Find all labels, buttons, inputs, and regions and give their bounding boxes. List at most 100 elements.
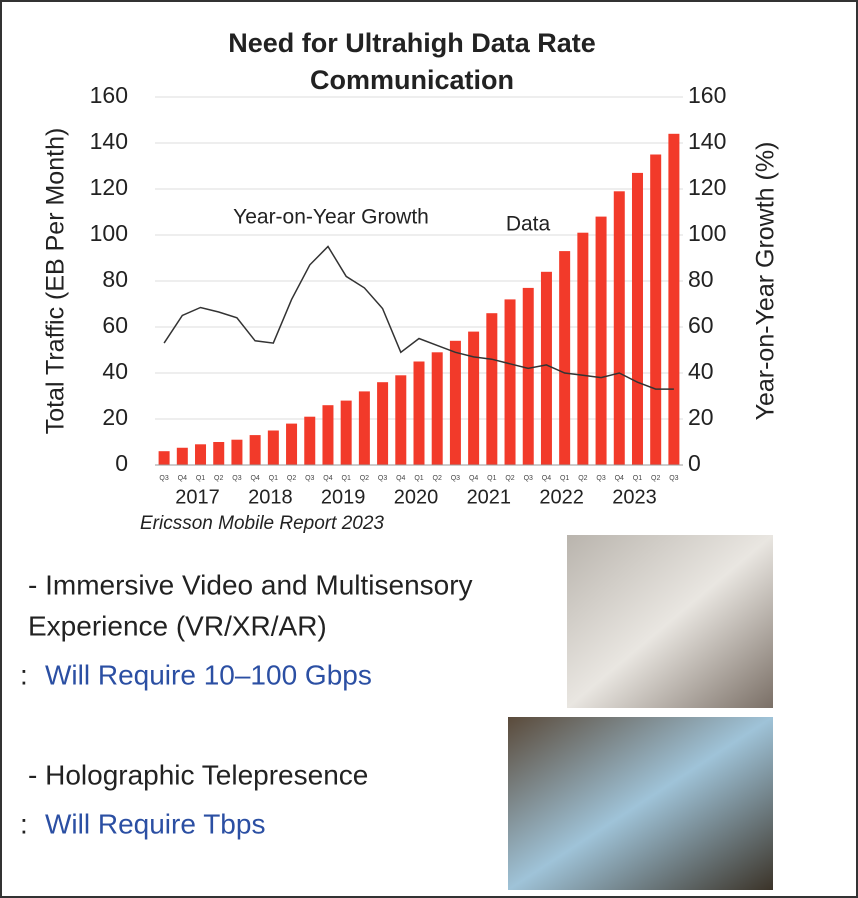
x-tick-label: Q3 [524,475,533,482]
x-tick-label: Q4 [323,475,332,482]
growth-line [163,245,674,390]
x-tick-label: Q2 [505,475,514,482]
y2-tick-label: 40 [688,358,714,384]
y2-tick-label: 0 [688,450,701,476]
bar [668,133,680,466]
x-tick-label: Q3 [596,475,605,482]
bar [449,340,461,465]
bullets: - Immersive Video and Multisensory Experi… [20,569,473,839]
bar [577,232,589,465]
bar [559,251,571,465]
year-label: 2017 [175,486,220,508]
bar [358,391,370,465]
year-label: 2019 [321,486,366,508]
y-tick-label: 140 [90,128,128,154]
bar [267,430,279,465]
x-tick-label: Q1 [633,475,642,482]
y-tick-label: 100 [90,220,128,246]
bar [195,444,207,465]
series-label: Year-on-Year Growth [233,206,429,229]
x-tick-label: Q3 [232,475,241,482]
y2-tick-label: 60 [688,312,714,338]
y2-tick-label: 140 [688,128,726,154]
year-label: 2023 [612,486,657,508]
x-tick-label: Q2 [651,475,660,482]
series-label: Data [506,213,551,236]
y-tick-label: 160 [90,82,128,108]
bar [504,299,516,465]
y-tick-label: 60 [102,312,128,338]
bar [540,271,552,465]
x-tick-label: Q1 [196,475,205,482]
requirement: Will Require Tbps [45,808,265,839]
x-tick-label: Q4 [469,475,478,482]
bar [377,382,389,465]
separator: : [20,659,28,690]
x-tick-label: Q1 [487,475,496,482]
separator: : [20,808,28,839]
y-tick-label: 40 [102,358,128,384]
x-tick-label: Q1 [560,475,569,482]
bar [631,172,643,465]
x-tick-label: Q2 [578,475,587,482]
y2-tick-label: 120 [688,174,726,200]
x-tick-label: Q4 [250,475,259,482]
x-tick-label: Q1 [269,475,278,482]
y-tick-label: 0 [115,450,128,476]
year-label: 2022 [539,486,584,508]
y2-tick-label: 160 [688,82,726,108]
bar [340,400,352,465]
bar [286,423,298,465]
x-tick-label: Q1 [342,475,351,482]
y-axis-label: Total Traffic (EB Per Month) [42,128,70,435]
chart-title: Communication [310,65,514,95]
x-tick-label: Q3 [305,475,314,482]
y-tick-label: 80 [102,266,128,292]
year-label: 2018 [248,486,293,508]
chart-title: Need for Ultrahigh Data Rate [228,28,596,58]
bar [595,216,607,465]
x-tick-label: Q2 [214,475,223,482]
bar [213,442,225,465]
y2-tick-label: 80 [688,266,714,292]
x-tick-label: Q1 [414,475,423,482]
source: Ericsson Mobile Report 2023 [140,513,384,534]
bar [468,331,480,465]
x-tick-label: Q3 [378,475,387,482]
bar [304,416,316,465]
y2-axis-label: Year-on-Year Growth (%) [752,142,780,421]
x-tick-label: Q4 [396,475,405,482]
bar [413,361,425,465]
hologram-photo [508,717,773,890]
x-tick-label: Q3 [451,475,460,482]
x-tick-label: Q2 [360,475,369,482]
bar [431,352,443,465]
bar [249,435,261,465]
x-tick-label: Q4 [615,475,624,482]
x-tick-label: Q4 [178,475,187,482]
x-tick-label: Q3 [669,475,678,482]
requirement: Will Require 10–100 Gbps [45,659,372,690]
y2-tick-label: 20 [688,404,714,430]
year-label: 2021 [467,486,512,508]
x-tick-label: Q2 [287,475,296,482]
bar [486,313,498,465]
y2-tick-label: 100 [688,220,726,246]
bullet-text: - Immersive Video and Multisensory [28,569,473,600]
bar [522,287,534,465]
chart: Need for Ultrahigh Data Rate Communicatio… [42,28,780,534]
bullet-text: - Holographic Telepresence [28,759,368,790]
vr-photo [567,535,773,708]
bar [613,191,625,466]
bar [158,451,170,465]
year-label: 2020 [394,486,439,508]
bar [322,405,334,465]
bar [176,447,188,465]
bar [231,439,243,465]
y-tick-label: 120 [90,174,128,200]
y-tick-label: 20 [102,404,128,430]
bar [650,154,662,465]
x-tick-label: Q3 [159,475,168,482]
bar [395,375,407,465]
bullet-text: Experience (VR/XR/AR) [28,610,327,641]
